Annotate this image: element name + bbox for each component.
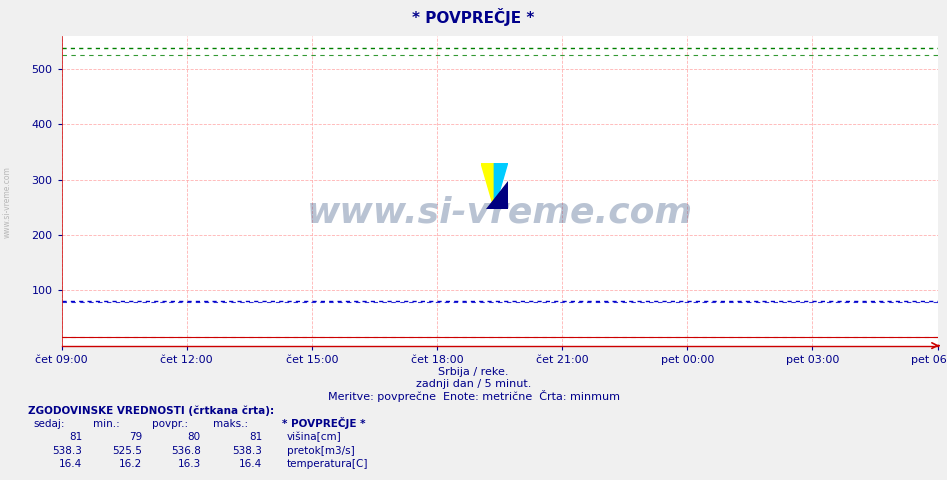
Text: 16.2: 16.2 bbox=[118, 459, 142, 469]
Text: 538.3: 538.3 bbox=[52, 445, 82, 456]
Text: 81: 81 bbox=[69, 432, 82, 442]
Text: temperatura[C]: temperatura[C] bbox=[287, 459, 368, 469]
Text: www.si-vreme.com: www.si-vreme.com bbox=[3, 166, 12, 238]
Text: maks.:: maks.: bbox=[213, 419, 248, 429]
Text: zadnji dan / 5 minut.: zadnji dan / 5 minut. bbox=[416, 379, 531, 389]
Text: višina[cm]: višina[cm] bbox=[287, 432, 342, 442]
Text: * POVPREČJE *: * POVPREČJE * bbox=[412, 8, 535, 26]
Text: ZGODOVINSKE VREDNOSTI (črtkana črta):: ZGODOVINSKE VREDNOSTI (črtkana črta): bbox=[28, 405, 275, 416]
Text: min.:: min.: bbox=[93, 419, 119, 429]
Text: 536.8: 536.8 bbox=[170, 445, 201, 456]
Text: Meritve: povprečne  Enote: metrične  Črta: minmum: Meritve: povprečne Enote: metrične Črta:… bbox=[328, 390, 619, 402]
Text: Srbija / reke.: Srbija / reke. bbox=[438, 367, 509, 377]
Polygon shape bbox=[481, 163, 494, 209]
Text: 80: 80 bbox=[188, 432, 201, 442]
Text: 16.4: 16.4 bbox=[239, 459, 262, 469]
Text: 16.3: 16.3 bbox=[177, 459, 201, 469]
Text: povpr.:: povpr.: bbox=[152, 419, 188, 429]
Text: * POVPREČJE *: * POVPREČJE * bbox=[282, 417, 366, 429]
Text: 81: 81 bbox=[249, 432, 262, 442]
Polygon shape bbox=[487, 181, 508, 209]
Text: pretok[m3/s]: pretok[m3/s] bbox=[287, 445, 355, 456]
Text: 79: 79 bbox=[129, 432, 142, 442]
Text: 16.4: 16.4 bbox=[59, 459, 82, 469]
Text: sedaj:: sedaj: bbox=[33, 419, 64, 429]
Text: 525.5: 525.5 bbox=[112, 445, 142, 456]
Polygon shape bbox=[494, 163, 508, 209]
Text: www.si-vreme.com: www.si-vreme.com bbox=[307, 195, 692, 229]
Text: 538.3: 538.3 bbox=[232, 445, 262, 456]
